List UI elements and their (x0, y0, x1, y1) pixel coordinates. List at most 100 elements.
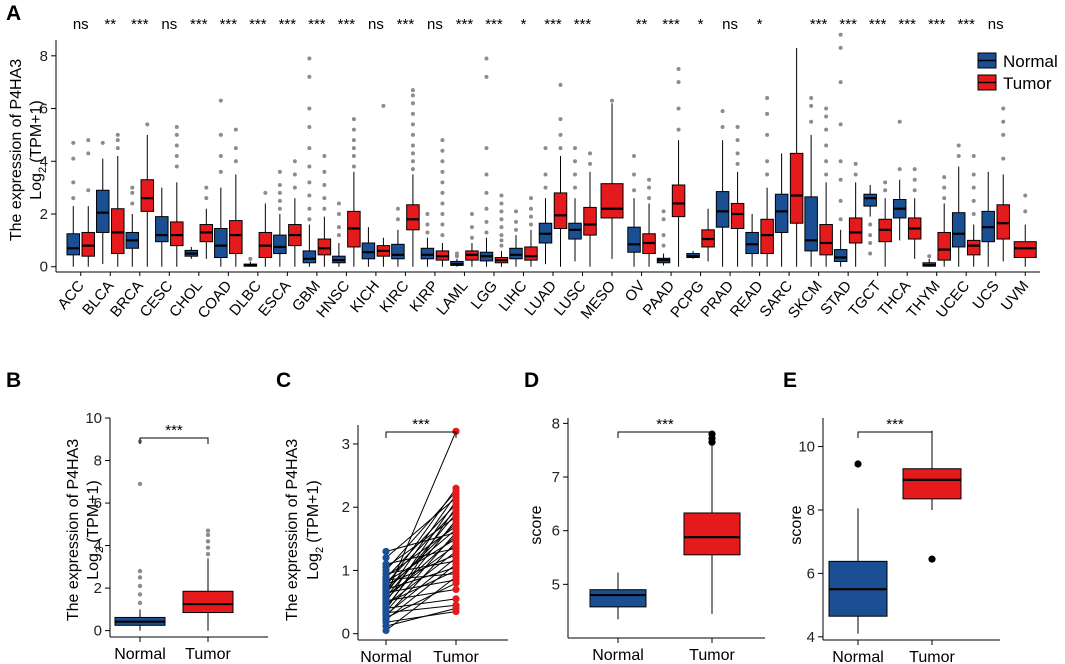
panel-a-prad-tumor-outlier (735, 161, 740, 166)
panel-a-thym-tumor-box (937, 231, 951, 261)
panel-a-lusc-tumor-box (583, 206, 597, 236)
panel-a-hnsc-normal-outlier (336, 233, 341, 238)
panel-a-thym-tumor-outlier (942, 175, 947, 180)
panel-b-y-tick-label: 0 (94, 623, 102, 640)
panel-b-normal-outlier (137, 583, 143, 589)
panel-a-kirc-normal-outlier (395, 206, 400, 211)
panel-a-skcm-normal-box (804, 196, 818, 252)
panel-c-category-label: Normal (360, 649, 412, 664)
panel-c-tumor-point (452, 513, 460, 521)
panel-a-thca-tumor-outlier (912, 188, 917, 193)
panel-a-prad-normal-box (715, 191, 730, 228)
panel-c-tumor-point (452, 528, 460, 537)
panel-a-gbm-tumor-outlier (322, 154, 327, 158)
panel-a-lgg-normal-outlier (484, 74, 489, 79)
panel-a-paad-normal-outlier (661, 233, 666, 238)
panel-b-y-tick-label: 6 (94, 495, 102, 512)
panel-d-sig-label: *** (656, 416, 674, 433)
panel-a-lusc-normal-outlier (573, 185, 578, 190)
panel-c-tumor-point (452, 585, 460, 594)
panel-d-category-label: Tumor (689, 647, 735, 664)
panel-a-luad-tumor-outlier (558, 146, 563, 151)
panel-a-gbm-tumor-outlier (322, 169, 327, 174)
panel-a-pcpg-sig-label: * (698, 16, 704, 33)
panel-c-y-tick-label: 3 (342, 436, 350, 453)
panel-a-blca-tumor-outlier (115, 132, 120, 137)
panel-a-brca-tumor-box (140, 179, 155, 212)
panel-b-y-tick-label: 10 (85, 410, 102, 427)
panel-a-lgg-tumor-outlier (499, 193, 504, 198)
panel-a-tgct-sig-label: *** (869, 16, 887, 33)
panel-a-thca-normal-outlier (897, 119, 902, 124)
panel-a-hnsc-normal-outlier (336, 225, 341, 230)
panel-a-prad-tumor-outlier (735, 125, 740, 129)
panel-a-thym-tumor-outlier (942, 196, 947, 201)
panel-c-pair-line (385, 503, 457, 579)
panel-a-ucs-category-label: UCS (969, 278, 1002, 313)
panel-a-kirp-tumor-outlier (440, 212, 445, 216)
panel-a-cesc-tumor-outlier (174, 132, 179, 137)
panel-a-ucs-tumor-outlier (1001, 119, 1006, 124)
panel-a-kirc-tumor-outlier (410, 167, 415, 172)
panel-a-ucec-tumor-outlier (971, 154, 976, 158)
panel-a-blca-tumor-box (111, 208, 125, 255)
panel-a-ucec-normal-outlier (956, 143, 961, 148)
panel-a-ylabel: The expression of P4HA3 (8, 59, 25, 241)
panel-a-kirp-normal-outlier (425, 230, 430, 235)
panel-c-pair-line (385, 566, 457, 590)
panel-a-acc-tumor-outlier (86, 151, 91, 156)
panel-a-coad-normal-outlier (218, 132, 223, 137)
panel-a-cesc-tumor-box (170, 221, 184, 247)
panel-a-lusc-sig-label: *** (574, 16, 592, 33)
panel-a-dlbc-normal-outlier (248, 256, 253, 261)
panel-c-pair-line (385, 532, 457, 552)
panel-c-tumor-point (452, 557, 460, 565)
panel-d-tumor-box (683, 512, 741, 556)
panel-a-ylabel-unit: Log2(TPM+1) (28, 100, 49, 200)
panel-c-tumor-point (452, 570, 460, 578)
panel-a-legend: Normal Tumor (977, 52, 1058, 93)
panel-c-pair-line (385, 588, 457, 602)
panel-a-kirp-tumor-outlier (440, 159, 445, 164)
panel-a-read-tumor-outlier (765, 111, 770, 116)
panel-d-label: D (524, 369, 539, 392)
panel-a-prad-normal-outlier (720, 109, 725, 114)
panel-a-cesc-tumor-outlier (174, 164, 179, 169)
panel-a-lgg-normal-outlier (484, 146, 489, 151)
panel-a-kirp-tumor-outlier (440, 190, 445, 195)
panel-a-brca-tumor-outlier (145, 122, 150, 127)
panel-a-paad-normal-outlier (661, 217, 666, 222)
panel-a-ucec-sig-label: *** (957, 16, 975, 33)
panel-a-ucs-tumor-box (996, 204, 1010, 240)
panel-b-normal-outlier (137, 481, 143, 487)
panel-a-ucec-tumor-outlier (971, 172, 976, 177)
panel-a-hnsc-sig-label: *** (338, 16, 356, 33)
panel-a-gbm-normal-outlier (307, 56, 312, 61)
panel-a-ucec-normal-outlier (956, 154, 961, 158)
panel-a-lgg-normal-outlier (484, 219, 489, 224)
panel-a-kirc-tumor-outlier (410, 132, 415, 137)
panel-a-paad-tumor-outlier (676, 67, 681, 71)
panel-a-esca-tumor-outlier (292, 185, 297, 190)
panel-a-lusc-normal-outlier (573, 146, 578, 151)
panel-a-skcm-normal-outlier (809, 103, 814, 108)
panel-e-ylabel: score (788, 505, 805, 544)
panel-a-ucec-tumor-outlier (971, 185, 976, 190)
panel-e-y-tick-label: 8 (807, 502, 815, 519)
panel-a-kirp-tumor-outlier (440, 233, 445, 238)
panel-a-sarc-tumor-box (789, 152, 804, 224)
panel-a-kirp-tumor-outlier (440, 201, 445, 206)
panel-a-laml-normal-outlier (454, 251, 459, 256)
panel-a-coad-tumor-outlier (233, 159, 238, 164)
panel-c-tumor-point (452, 551, 460, 559)
panel-a-lgg-tumor-outlier (499, 225, 504, 230)
panel-a-lihc-tumor-outlier (528, 222, 533, 227)
panel-a-luad-sig-label: *** (544, 16, 562, 33)
panel-c-pair-line (385, 604, 457, 614)
panel-a-coad-category-label: COAD (195, 278, 236, 322)
panel-a-ov-normal-outlier (632, 188, 637, 193)
panel-a-lihc-normal-outlier (513, 219, 518, 224)
panel-a-luad-normal-outlier (543, 172, 548, 177)
panel-a-lgg-normal-outlier (484, 56, 489, 61)
